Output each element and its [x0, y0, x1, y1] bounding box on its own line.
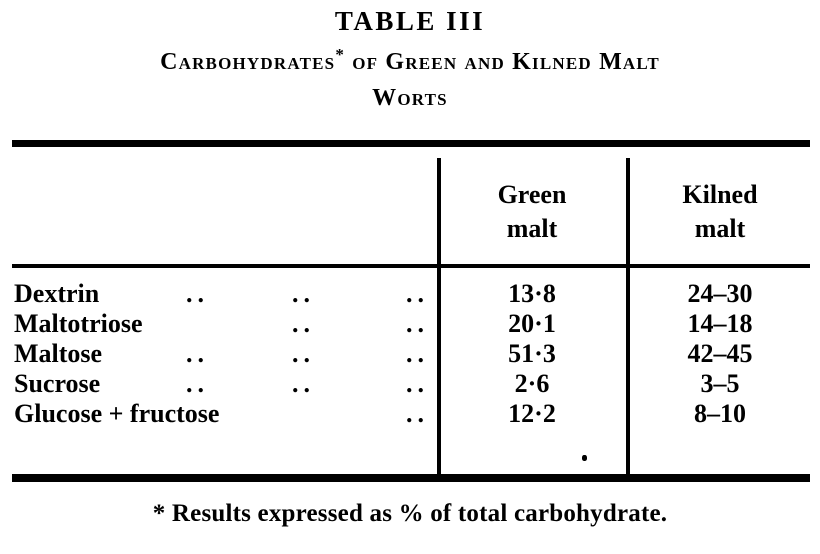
caption-text-main: Carbohydrates [160, 49, 336, 75]
dot-leader: .. [292, 339, 315, 368]
table-footnote: * Results expressed as % of total carboh… [152, 500, 668, 527]
column-header-green-malt-line2: malt [506, 214, 558, 243]
row-label: Dextrin [14, 279, 100, 308]
column-header-green-malt: Green malt [452, 178, 612, 246]
column-separator-2 [626, 158, 630, 478]
cell-kilned-malt: 42–45 [687, 339, 753, 368]
column-separator-1 [437, 158, 441, 478]
dot-leader: .. [406, 399, 429, 428]
row-label: Maltotriose [14, 309, 143, 338]
table-body: Dextrin...... 13·8 24–30 Maltotriose.... 20·… [0, 279, 820, 429]
dot-leader: .. [406, 339, 429, 368]
dot-leader: .. [292, 369, 315, 398]
table-row: Maltotriose.... 20·1 14–18 [0, 309, 820, 339]
column-header-kilned-malt-line2: malt [694, 214, 746, 243]
cell-kilned-malt: 24–30 [687, 279, 753, 308]
column-header-kilned-malt: Kilned malt [640, 178, 800, 246]
table-row: Glucose + fructose.. 12·2 8–10 [0, 399, 820, 429]
cell-green-malt: 51·3 [508, 339, 556, 368]
cell-green-malt: 20·1 [508, 309, 556, 338]
table-rule-header-separator [12, 264, 810, 268]
column-header-kilned-malt-line1: Kilned [682, 180, 758, 209]
caption-asterisk: * [335, 45, 346, 64]
row-label: Glucose + fructose [14, 399, 220, 428]
caption-line-2: Worts [372, 85, 448, 111]
cell-green-malt: 13·8 [508, 279, 556, 308]
caption-text-rest: of Green and Kilned Malt [345, 49, 660, 75]
dot-leader: .. [186, 369, 209, 398]
column-header-green-malt-line1: Green [497, 180, 567, 209]
table-rule-bottom [12, 474, 810, 482]
cell-kilned-malt: 14–18 [687, 309, 753, 338]
dot-leader: .. [406, 279, 429, 308]
table-row: Dextrin...... 13·8 24–30 [0, 279, 820, 309]
table-number: TABLE III [334, 6, 486, 36]
table-rule-top [12, 140, 810, 147]
dot-leader: .. [406, 369, 429, 398]
cell-kilned-malt: 3–5 [700, 369, 740, 398]
cell-kilned-malt: 8–10 [694, 399, 746, 428]
cell-green-malt: 2·6 [514, 369, 550, 398]
row-label: Sucrose [14, 369, 101, 398]
dot-leader: .. [406, 309, 429, 338]
cell-green-malt: 12·2 [508, 399, 556, 428]
scan-speck [582, 455, 587, 461]
table-caption: Carbohydrates* of Green and Kilned Malt … [0, 44, 820, 116]
table-row: Maltose...... 51·3 42–45 [0, 339, 820, 369]
dot-leader: .. [186, 339, 209, 368]
table-row: Sucrose...... 2·6 3–5 [0, 369, 820, 399]
dot-leader: .. [292, 309, 315, 338]
dot-leader: .. [292, 279, 315, 308]
dot-leader: .. [186, 279, 209, 308]
row-label: Maltose [14, 339, 103, 368]
